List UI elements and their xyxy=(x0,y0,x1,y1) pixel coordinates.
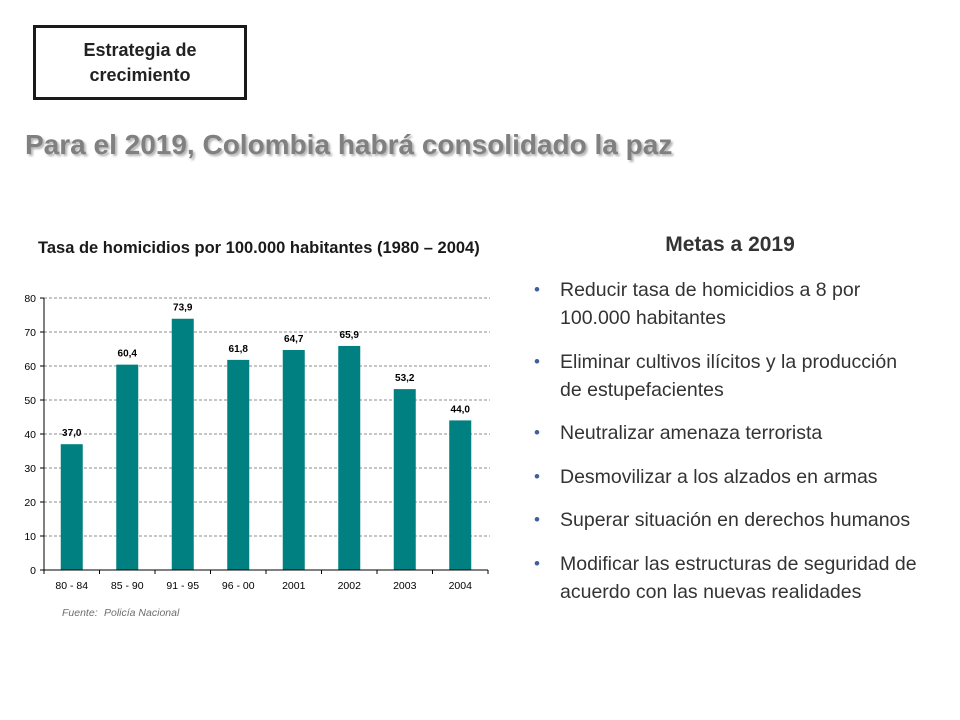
bullet-dot-icon xyxy=(534,348,540,376)
data-label: 64,7 xyxy=(284,334,304,345)
goal-item: Reducir tasa de homicidios a 8 por 100.0… xyxy=(533,276,917,332)
bullet-dot-icon xyxy=(534,276,540,304)
goal-text-line: Neutralizar amenaza terrorista xyxy=(560,422,823,444)
goal-text: Reducir tasa de homicidios a 8 por 100.0… xyxy=(560,276,917,332)
y-tick-label: 80 xyxy=(24,293,36,305)
x-tick-label: 85 - 90 xyxy=(111,580,144,592)
bar xyxy=(393,389,416,570)
bar xyxy=(227,359,250,570)
goal-text: Superar situación en derechos humanos xyxy=(560,506,917,534)
bullet-dot-icon xyxy=(534,550,540,578)
data-label: 73,9 xyxy=(173,303,193,314)
goal-item: Desmovilizar a los alzados en armas xyxy=(533,463,917,491)
y-tick-label: 60 xyxy=(24,361,36,373)
x-tick-label: 2004 xyxy=(449,580,473,592)
goal-text-line: Modificar las estructuras de seguridad d… xyxy=(560,552,917,575)
data-label: 65,9 xyxy=(340,330,360,341)
bar-chart: 0 10 20 30 40 50 60 70 80 37,0 60,4 73,9 61,8 64,7 65,… xyxy=(24,293,490,592)
goal-text-line: Superar situación en derechos humanos xyxy=(560,509,911,531)
goals-list: Reducir tasa de homicidios a 8 por 100.0… xyxy=(533,276,917,621)
bar xyxy=(282,350,305,570)
goals-heading: Metas a 2019 xyxy=(665,233,795,256)
bullet-dot-icon xyxy=(534,506,540,534)
bar xyxy=(338,345,361,570)
source-label: Fuente: xyxy=(62,607,98,619)
data-label: 61,8 xyxy=(229,344,249,355)
goal-text: Desmovilizar a los alzados en armas xyxy=(560,463,917,491)
chart-title: Tasa de homicidios por 100.000 habitante… xyxy=(38,239,480,257)
data-label: 60,4 xyxy=(118,349,138,360)
x-tick-label: 2002 xyxy=(338,580,362,592)
x-tick-label: 80 - 84 xyxy=(55,580,88,592)
y-tick-label: 30 xyxy=(24,463,36,475)
y-tick-label: 20 xyxy=(24,497,36,509)
bar xyxy=(116,364,139,570)
x-tick-label: 96 - 00 xyxy=(222,580,255,592)
section-box: Estrategia de crecimiento xyxy=(33,25,247,100)
x-tick-label: 2001 xyxy=(282,580,306,592)
goal-text: Neutralizar amenaza terrorista xyxy=(560,419,917,447)
data-label: 53,2 xyxy=(395,373,415,384)
x-tick-label: 2003 xyxy=(393,580,417,592)
goal-item: Neutralizar amenaza terrorista xyxy=(533,419,917,447)
goal-item: Modificar las estructuras de seguridad d… xyxy=(533,550,917,606)
y-tick-label: 0 xyxy=(30,565,36,577)
goal-item: Superar situación en derechos humanos xyxy=(533,506,917,534)
goal-text: Eliminar cultivos ilícitos y la producci… xyxy=(560,348,917,404)
goal-text: Modificar las estructuras de seguridad d… xyxy=(560,550,917,606)
bar xyxy=(60,444,83,570)
source-text: Policía Nacional xyxy=(104,607,180,619)
bar xyxy=(171,318,194,570)
y-tick-label: 40 xyxy=(24,429,36,441)
bullet-dot-icon xyxy=(534,463,540,491)
goal-text-line: Desmovilizar a los alzados en armas xyxy=(560,465,878,488)
y-tick-label: 10 xyxy=(24,531,36,543)
goal-text-line: acuerdo con las nuevas realidades xyxy=(560,580,862,603)
goal-text-line: 100.000 habitantes xyxy=(560,307,726,329)
goal-text-line: de estupefacientes xyxy=(560,378,724,401)
data-label: 37,0 xyxy=(62,428,82,439)
goal-item: Eliminar cultivos ilícitos y la producci… xyxy=(533,348,917,404)
goal-text-line: Eliminar cultivos ilícitos y la producci… xyxy=(560,350,898,373)
bar xyxy=(449,420,472,570)
y-tick-label: 50 xyxy=(24,395,36,407)
goal-text-line: Reducir tasa de homicidios a 8 por xyxy=(560,279,861,301)
data-label: 44,0 xyxy=(451,404,471,415)
bullet-dot-icon xyxy=(534,419,540,447)
slide-title: Para el 2019, Colombia habrá consolidado… xyxy=(25,129,673,160)
y-tick-label: 70 xyxy=(24,327,36,339)
x-tick-label: 91 - 95 xyxy=(166,580,199,592)
